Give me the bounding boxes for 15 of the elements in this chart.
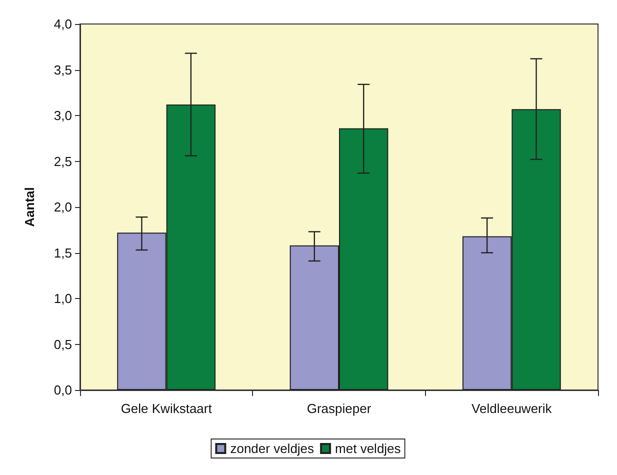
- y-tick-label: 3,0: [54, 108, 72, 123]
- y-tick-label: 2,0: [54, 200, 72, 214]
- y-tick-label: 2,5: [54, 154, 72, 169]
- y-tick-label: 0,0: [54, 382, 72, 398]
- y-tick-label: 1,0: [54, 291, 72, 306]
- x-tick-label: Veldleeuwerik: [472, 401, 552, 416]
- legend-label: zonder veldjes: [230, 441, 315, 456]
- y-tick-label: 0,5: [54, 336, 72, 352]
- x-tick-label: Graspieper: [306, 401, 372, 416]
- legend-label: met veldjes: [335, 441, 402, 456]
- y-tick-label: 1,5: [54, 245, 72, 260]
- y-tick-label: 4,0: [54, 16, 72, 32]
- x-tick-label: Gele Kwikstaart: [120, 401, 212, 416]
- y-tick-label: 3,5: [54, 62, 72, 78]
- y-axis-title: Aantal: [22, 187, 37, 227]
